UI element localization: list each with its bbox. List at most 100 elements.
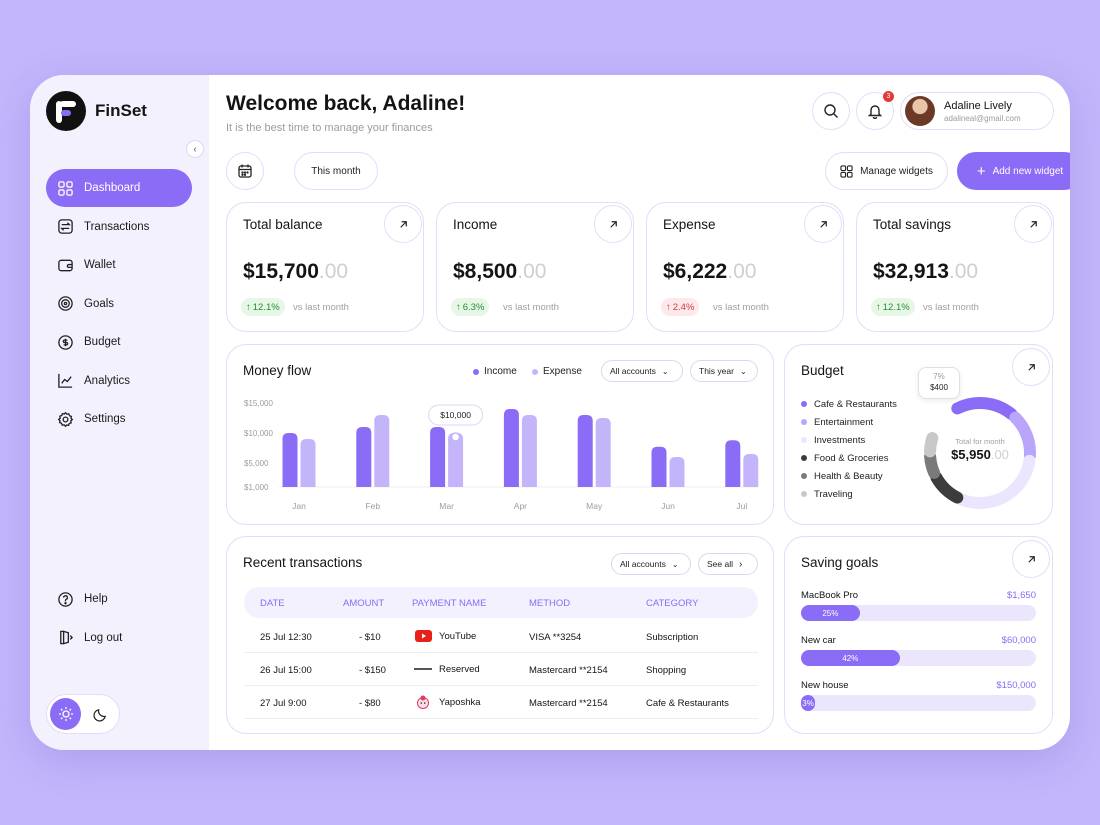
sidebar-item-dashboard[interactable]: Dashboard [46, 169, 192, 207]
budget-legend-item: Entertainment [801, 413, 897, 431]
goal-name: New car [801, 635, 836, 646]
payment-name-label: Reserved [439, 663, 480, 675]
payment-name-label: YouTube [439, 630, 477, 642]
budget-slice[interactable] [1009, 411, 1036, 462]
stat-change-value: 12.1% [882, 301, 910, 313]
bar-income-jul[interactable] [725, 440, 741, 487]
table-row[interactable]: 25 Jul 12:30 - $10 YouTube VISA **3254 Subsc… [244, 620, 758, 653]
bar-income-apr[interactable] [503, 409, 519, 487]
moon-icon [93, 708, 106, 722]
bar-expense-jan[interactable] [300, 439, 316, 487]
light-mode-button[interactable] [50, 698, 81, 730]
stat-card: Expense $6,222.00 ↑ 2.4% vs last month [646, 202, 844, 332]
sidebar-bottom-nav: Help Log out [46, 580, 192, 657]
sidebar-item-wallet[interactable]: Wallet [46, 246, 192, 284]
search-button[interactable] [812, 92, 850, 130]
stat-expand-button[interactable] [594, 205, 632, 243]
cell-payment-name: YouTube [414, 629, 476, 643]
budget-slice[interactable] [924, 432, 939, 458]
stat-title: Total balance [243, 217, 323, 232]
add-widget-button[interactable]: + Add new widget [957, 152, 1070, 190]
grid-icon [58, 180, 73, 196]
budget-legend-item: Traveling [801, 485, 897, 503]
youtube-logo [414, 629, 432, 643]
stat-amount: $32,913 [873, 260, 949, 283]
sidebar-item-transactions[interactable]: Transactions [46, 208, 192, 246]
budget-slice[interactable] [956, 454, 1036, 509]
bar-expense-jul[interactable] [743, 454, 759, 487]
page-title: Welcome back, Adaline! [226, 92, 466, 115]
x-tick-label: Jun [661, 501, 675, 511]
period-selector[interactable]: This month [294, 152, 378, 190]
finset-logo-icon [46, 91, 86, 131]
budget-category-label: Entertainment [814, 416, 874, 428]
user-profile[interactable]: Adaline Lively adalineal@gmail.com [900, 92, 1054, 130]
bar-expense-may[interactable] [595, 418, 611, 487]
goal-progress-bar: 25% [801, 605, 1036, 621]
see-all-label: See all [707, 559, 733, 569]
stat-expand-button[interactable] [1014, 205, 1052, 243]
cell-payment-name: Reserved [414, 662, 480, 676]
notifications-button[interactable]: 3 [856, 91, 894, 130]
accounts-dropdown[interactable]: All accounts ⌄ [601, 360, 683, 382]
x-tick-label: Mar [439, 501, 454, 511]
search-icon [824, 104, 838, 118]
x-tick-label: Feb [365, 501, 380, 511]
cell-payment-name: Yaposhka [414, 695, 481, 709]
bar-income-mar[interactable] [430, 427, 446, 487]
sidebar-item-goals[interactable]: Goals [46, 285, 192, 323]
budget-slice[interactable] [951, 397, 1018, 421]
collapse-sidebar-button[interactable]: ‹ [186, 140, 204, 158]
bar-expense-feb[interactable] [374, 415, 390, 487]
goal-progress-fill: 3% [801, 695, 816, 711]
calendar-button[interactable] [226, 152, 264, 190]
bar-income-jun[interactable] [651, 446, 667, 487]
budget-category-label: Traveling [814, 488, 853, 500]
notification-badge: 3 [883, 91, 894, 102]
bar-expense-apr[interactable] [521, 415, 537, 487]
year-dropdown[interactable]: This year ⌄ [690, 360, 758, 382]
budget-slice[interactable] [930, 471, 964, 504]
sidebar-item-analytics[interactable]: Analytics [46, 362, 192, 400]
stat-change-badge: ↑ 12.1% [241, 298, 285, 316]
see-all-button[interactable]: See all › [698, 553, 758, 575]
stat-amount: $6,222 [663, 260, 728, 283]
plus-icon: + [976, 162, 986, 180]
stat-change-badge: ↑ 12.1% [871, 298, 915, 316]
bar-income-feb[interactable] [356, 427, 372, 487]
user-name: Adaline Lively [944, 99, 1012, 112]
table-row[interactable]: 27 Jul 9:00 - $80 Yaposhka Mastercard **215… [244, 686, 758, 719]
saving-goals-expand-button[interactable] [1012, 540, 1050, 578]
budget-legend-item: Food & Groceries [801, 449, 897, 467]
bar-income-may[interactable] [577, 415, 593, 487]
bar-income-jan[interactable] [282, 433, 298, 487]
budget-category-label: Health & Beauty [814, 470, 883, 482]
bar-expense-mar[interactable] [448, 433, 464, 487]
stat-cents: .00 [517, 260, 547, 283]
stat-expand-button[interactable] [384, 205, 422, 243]
sidebar-item-settings[interactable]: Settings [46, 400, 192, 438]
stat-card: Total balance $15,700.00 ↑ 12.1% vs last mon… [226, 202, 424, 332]
stat-expand-button[interactable] [804, 205, 842, 243]
sidebar-item-label: Wallet [84, 259, 116, 271]
transactions-accounts-dropdown[interactable]: All accounts ⌄ [611, 553, 691, 575]
table-row[interactable]: 26 Jul 15:00 - $150 Reserved Mastercard **2… [244, 653, 758, 686]
manage-widgets-button[interactable]: Manage widgets [825, 152, 948, 190]
column-category: CATEGORY [646, 598, 699, 609]
bar-expense-jun[interactable] [669, 457, 685, 487]
stat-cents: .00 [948, 260, 979, 283]
page-subtitle: It is the best time to manage your finan… [226, 122, 433, 134]
logo[interactable]: FinSet [46, 91, 147, 131]
sidebar-item-logout[interactable]: Log out [46, 619, 192, 657]
arrow-up-right-icon [399, 220, 407, 228]
sidebar-item-help[interactable]: Help [46, 580, 192, 618]
arrow-up-icon: ↑ [456, 301, 461, 313]
budget-total: $5,950.00 [930, 447, 1030, 462]
stat-title: Total savings [873, 217, 952, 232]
dark-mode-button[interactable] [85, 698, 116, 730]
stat-comparison: vs last month [713, 302, 769, 313]
yaposhka-logo [414, 695, 432, 709]
tooltip-marker [450, 432, 461, 442]
sidebar-item-budget[interactable]: Budget [46, 323, 192, 361]
budget-expand-button[interactable] [1012, 348, 1050, 386]
